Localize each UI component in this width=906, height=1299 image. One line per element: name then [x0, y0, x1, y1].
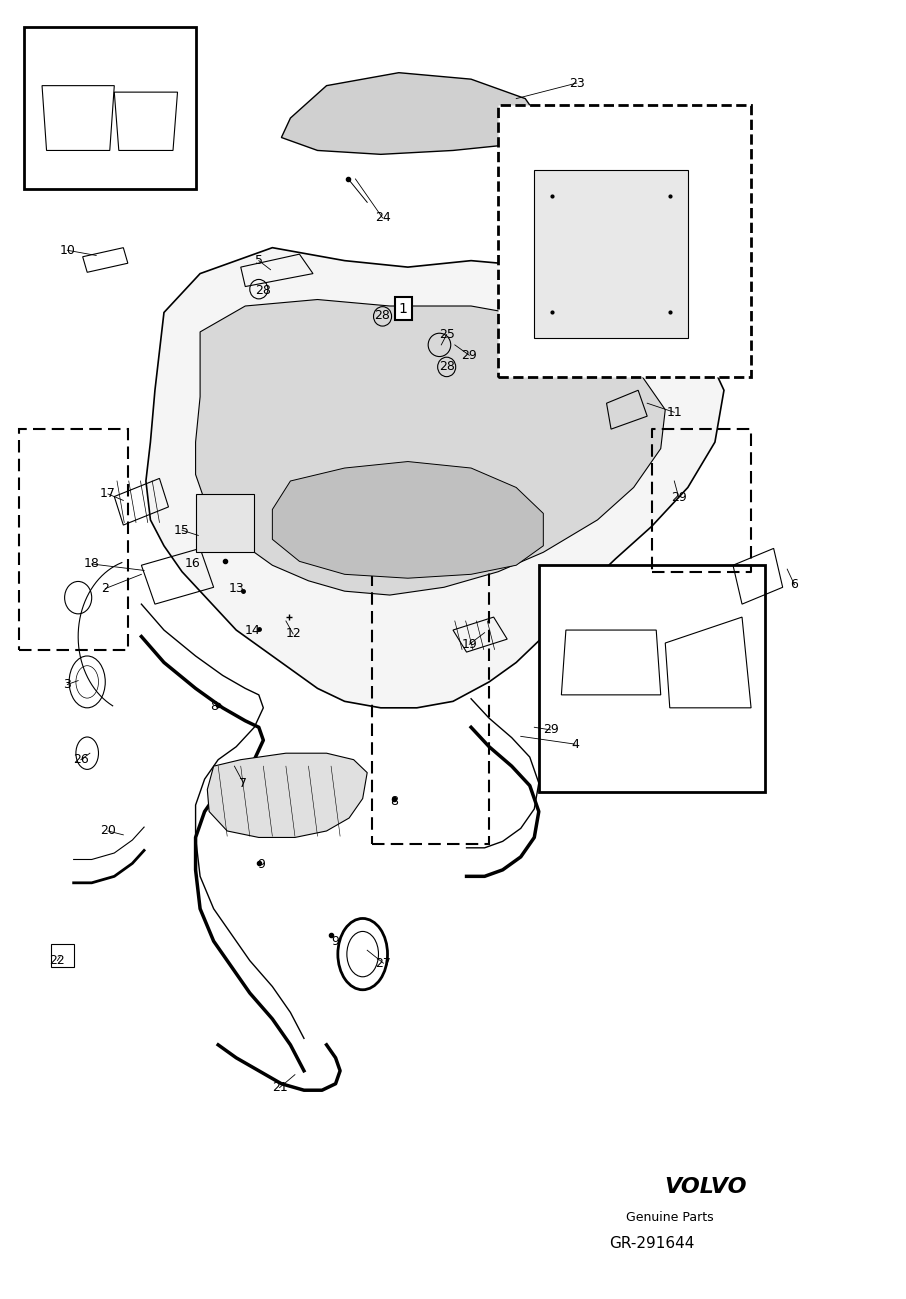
Text: 7: 7	[239, 777, 247, 790]
Bar	[19, 429, 128, 650]
Text: GR-291644: GR-291644	[609, 1235, 694, 1251]
Text: 29: 29	[461, 348, 477, 361]
Text: 20: 20	[100, 825, 116, 838]
Text: 8: 8	[390, 795, 399, 808]
Text: 21: 21	[272, 1081, 287, 1094]
Bar	[539, 565, 765, 792]
PathPatch shape	[146, 248, 724, 708]
Text: 17: 17	[100, 487, 116, 500]
Text: 24: 24	[375, 212, 390, 225]
Text: 28: 28	[439, 360, 455, 373]
Text: 11: 11	[667, 405, 682, 418]
Text: 26: 26	[73, 753, 89, 766]
Text: 27: 27	[375, 956, 391, 969]
Text: Genuine Parts: Genuine Parts	[626, 1211, 714, 1224]
Text: 18: 18	[83, 557, 100, 570]
Text: 15: 15	[174, 523, 190, 536]
Text: 1: 1	[399, 301, 408, 316]
Text: 29: 29	[543, 724, 558, 737]
Bar	[24, 27, 196, 190]
Text: VOLVO: VOLVO	[665, 1177, 747, 1198]
Text: 3: 3	[63, 678, 72, 691]
Text: 2: 2	[101, 582, 110, 595]
Text: 10: 10	[60, 244, 75, 257]
Text: 28: 28	[255, 284, 271, 297]
Text: 29: 29	[553, 585, 568, 598]
Text: 23: 23	[569, 77, 584, 90]
Text: 19: 19	[461, 638, 477, 651]
Bar	[535, 170, 688, 339]
Text: 8: 8	[209, 700, 217, 713]
PathPatch shape	[273, 461, 544, 578]
Bar	[371, 507, 489, 844]
Text: 28: 28	[37, 47, 53, 60]
Text: 29: 29	[671, 491, 687, 504]
Text: 16: 16	[185, 557, 201, 570]
Text: 25: 25	[439, 329, 455, 342]
PathPatch shape	[196, 300, 665, 595]
Text: 22: 22	[50, 953, 65, 966]
Text: 13: 13	[228, 582, 244, 595]
Text: 4: 4	[571, 738, 579, 751]
Text: 28: 28	[374, 309, 390, 322]
Text: 5: 5	[255, 255, 263, 268]
PathPatch shape	[282, 73, 544, 155]
Text: 6: 6	[790, 578, 798, 591]
PathPatch shape	[207, 753, 367, 838]
Text: 12: 12	[285, 627, 301, 640]
Bar	[51, 944, 73, 966]
Text: 9: 9	[332, 935, 340, 948]
Bar	[498, 105, 751, 377]
Text: 14: 14	[245, 624, 260, 637]
Text: 9: 9	[257, 859, 265, 872]
Bar	[196, 494, 255, 552]
